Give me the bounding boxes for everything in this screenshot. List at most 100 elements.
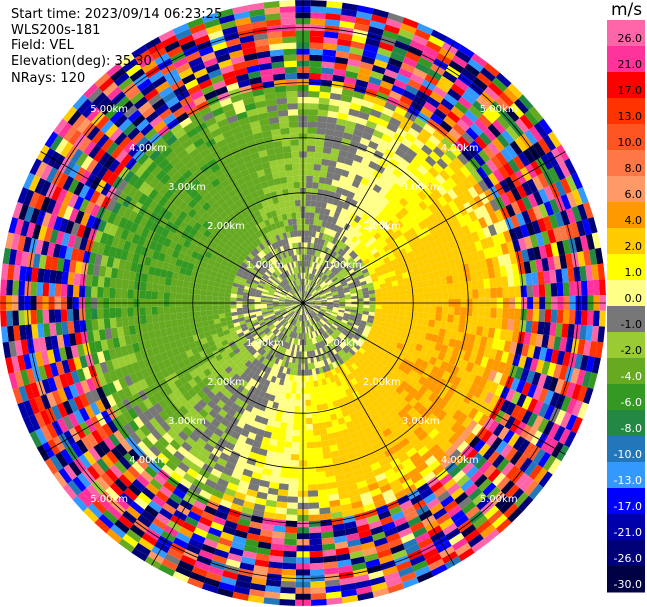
velocity-gate <box>407 516 422 528</box>
velocity-gate <box>278 305 286 308</box>
velocity-gate <box>553 425 566 442</box>
velocity-gate <box>339 143 350 152</box>
velocity-gate <box>55 361 65 376</box>
velocity-gate <box>274 350 280 358</box>
velocity-gate <box>327 165 336 174</box>
velocity-gate <box>61 271 69 285</box>
velocity-gate <box>412 349 421 358</box>
velocity-gate <box>446 373 457 384</box>
velocity-gate <box>409 554 426 567</box>
velocity-gate <box>496 308 503 319</box>
velocity-gate <box>306 351 311 358</box>
velocity-gate <box>367 286 375 291</box>
velocity-gate <box>114 367 124 380</box>
velocity-gate <box>94 518 111 534</box>
velocity-gate <box>284 342 289 349</box>
velocity-gate <box>34 396 46 412</box>
velocity-gate <box>0 310 7 327</box>
velocity-gate <box>333 300 340 303</box>
velocity-gate <box>324 313 331 318</box>
velocity-gate <box>332 332 339 339</box>
velocity-gate <box>520 224 530 238</box>
velocity-gate <box>451 54 468 69</box>
velocity-gate <box>199 432 211 443</box>
velocity-gate <box>241 357 249 365</box>
velocity-gate <box>419 175 431 187</box>
velocity-gate <box>206 437 218 448</box>
velocity-gate <box>332 425 341 433</box>
velocity-gate <box>267 487 279 496</box>
velocity-gate <box>417 537 434 550</box>
velocity-gate <box>364 508 378 518</box>
velocity-gate <box>337 559 352 568</box>
velocity-gate <box>294 320 298 327</box>
velocity-gate <box>414 343 423 352</box>
velocity-gate <box>248 298 255 302</box>
velocity-gate <box>386 210 396 220</box>
velocity-gate <box>103 287 110 298</box>
velocity-gate <box>350 556 366 566</box>
velocity-gate <box>288 337 293 344</box>
velocity-gate <box>526 412 539 428</box>
velocity-gate <box>374 123 387 134</box>
velocity-gate <box>279 422 288 430</box>
velocity-gate <box>353 321 361 327</box>
velocity-gate <box>315 303 322 305</box>
velocity-gate <box>111 236 121 248</box>
velocity-gate <box>226 319 234 326</box>
velocity-gate <box>385 318 393 325</box>
velocity-gate <box>466 419 478 433</box>
velocity-gate <box>235 328 243 335</box>
velocity-gate <box>583 340 592 357</box>
velocity-gate <box>291 447 300 455</box>
velocity-gate <box>365 381 374 390</box>
velocity-gate <box>40 164 53 181</box>
velocity-gate <box>388 270 396 278</box>
velocity-gate <box>447 504 462 518</box>
velocity-gate <box>269 475 281 484</box>
velocity-gate <box>356 387 365 397</box>
velocity-gate <box>272 401 279 410</box>
velocity-gate <box>311 325 315 332</box>
velocity-gate <box>544 348 554 363</box>
velocity-gate <box>278 397 286 405</box>
velocity-gate <box>157 452 170 465</box>
velocity-gate <box>450 266 458 276</box>
velocity-gate <box>320 434 329 442</box>
velocity-gate <box>44 255 53 270</box>
velocity-gate <box>308 103 319 110</box>
velocity-gate <box>161 464 174 477</box>
velocity-gate <box>120 249 129 261</box>
velocity-gate <box>265 386 273 395</box>
velocity-gate <box>411 335 420 344</box>
velocity-gate <box>334 231 341 240</box>
velocity-gate <box>332 306 340 310</box>
velocity-gate <box>402 442 414 453</box>
velocity-gate <box>148 405 159 418</box>
velocity-gate <box>432 464 445 477</box>
velocity-gate <box>88 447 102 462</box>
velocity-gate <box>454 306 461 316</box>
velocity-gate <box>474 474 488 488</box>
velocity-gate <box>399 310 406 317</box>
velocity-gate <box>331 419 340 427</box>
velocity-gate <box>256 328 264 334</box>
velocity-gate <box>264 456 275 464</box>
velocity-gate <box>290 311 296 317</box>
velocity-gate <box>272 370 279 378</box>
velocity-gate <box>242 500 255 510</box>
velocity-gate <box>509 487 525 504</box>
velocity-gate <box>414 274 423 283</box>
velocity-gate <box>383 24 401 35</box>
velocity-gate <box>471 344 480 355</box>
velocity-gate <box>279 306 286 309</box>
velocity-gate <box>307 273 311 280</box>
velocity-gate <box>338 295 346 299</box>
velocity-gate <box>339 422 348 431</box>
velocity-gate <box>344 126 355 135</box>
velocity-gate <box>476 519 492 534</box>
velocity-gate <box>88 364 98 378</box>
velocity-gate <box>263 327 270 333</box>
velocity-gate <box>382 272 391 279</box>
velocity-gate <box>399 371 408 381</box>
